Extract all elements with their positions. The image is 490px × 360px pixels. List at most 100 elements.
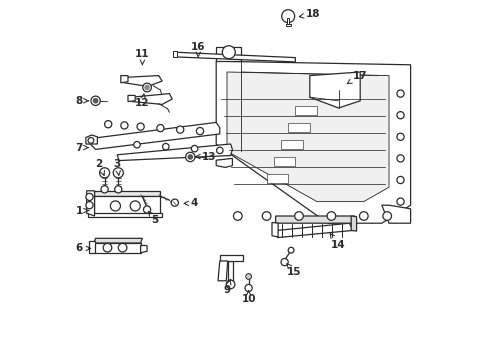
- Circle shape: [88, 138, 94, 143]
- Polygon shape: [175, 52, 295, 62]
- Circle shape: [86, 202, 93, 209]
- Text: 18: 18: [299, 9, 320, 19]
- Circle shape: [233, 212, 242, 220]
- Bar: [286, 24, 291, 26]
- Bar: [287, 18, 289, 25]
- Circle shape: [262, 212, 271, 220]
- Circle shape: [176, 126, 184, 133]
- Polygon shape: [272, 222, 278, 237]
- Polygon shape: [141, 246, 147, 253]
- Circle shape: [103, 243, 112, 252]
- Text: 8: 8: [75, 96, 88, 106]
- Polygon shape: [218, 261, 228, 281]
- Bar: [281, 140, 303, 149]
- Circle shape: [163, 143, 169, 150]
- Circle shape: [288, 247, 294, 253]
- Text: 15: 15: [286, 264, 301, 277]
- Circle shape: [397, 112, 404, 119]
- Text: 14: 14: [330, 234, 346, 250]
- Polygon shape: [216, 47, 242, 61]
- Circle shape: [397, 176, 404, 184]
- Polygon shape: [94, 196, 160, 216]
- Circle shape: [397, 133, 404, 140]
- Circle shape: [192, 145, 198, 152]
- Circle shape: [143, 83, 151, 92]
- Polygon shape: [121, 76, 128, 83]
- Polygon shape: [88, 193, 94, 216]
- Polygon shape: [277, 223, 353, 238]
- Circle shape: [121, 122, 128, 129]
- Text: 12: 12: [135, 94, 149, 108]
- Text: 6: 6: [76, 243, 91, 253]
- Polygon shape: [88, 213, 162, 217]
- Circle shape: [383, 212, 392, 220]
- Circle shape: [115, 186, 122, 193]
- Polygon shape: [216, 61, 411, 223]
- Polygon shape: [227, 72, 389, 202]
- Polygon shape: [94, 191, 160, 196]
- Circle shape: [99, 168, 110, 178]
- Polygon shape: [94, 243, 141, 253]
- Polygon shape: [310, 72, 360, 108]
- Polygon shape: [90, 122, 220, 149]
- Polygon shape: [117, 144, 232, 161]
- Bar: [295, 106, 317, 115]
- Bar: [274, 157, 295, 166]
- Polygon shape: [132, 94, 172, 104]
- Circle shape: [282, 10, 294, 23]
- Bar: [267, 174, 288, 183]
- Text: 4: 4: [184, 198, 198, 208]
- Circle shape: [397, 155, 404, 162]
- Circle shape: [327, 212, 336, 220]
- Text: 11: 11: [135, 49, 149, 65]
- Circle shape: [134, 141, 140, 148]
- Circle shape: [118, 243, 127, 252]
- Text: 7: 7: [75, 143, 88, 153]
- Polygon shape: [220, 255, 243, 261]
- Polygon shape: [90, 241, 95, 253]
- Circle shape: [360, 212, 368, 220]
- Circle shape: [397, 198, 404, 205]
- Polygon shape: [128, 95, 135, 102]
- Circle shape: [101, 186, 108, 193]
- Circle shape: [171, 199, 178, 206]
- Text: 10: 10: [242, 291, 256, 304]
- Circle shape: [222, 46, 235, 59]
- Circle shape: [145, 85, 149, 90]
- Circle shape: [110, 201, 121, 211]
- Polygon shape: [173, 51, 176, 57]
- Circle shape: [245, 284, 252, 292]
- Circle shape: [188, 155, 193, 159]
- Circle shape: [94, 99, 98, 103]
- Circle shape: [137, 123, 144, 130]
- Polygon shape: [275, 216, 355, 223]
- Text: 16: 16: [191, 42, 205, 57]
- Polygon shape: [216, 158, 232, 167]
- Circle shape: [113, 168, 123, 178]
- Polygon shape: [87, 191, 95, 216]
- Text: 1: 1: [76, 206, 89, 216]
- Circle shape: [281, 258, 288, 266]
- Circle shape: [130, 201, 140, 211]
- Circle shape: [245, 274, 251, 279]
- Circle shape: [294, 212, 303, 220]
- Text: 9: 9: [223, 279, 231, 295]
- Circle shape: [144, 206, 151, 213]
- Circle shape: [217, 147, 223, 154]
- Polygon shape: [86, 135, 98, 144]
- Circle shape: [86, 193, 93, 201]
- Circle shape: [157, 125, 164, 132]
- Polygon shape: [351, 216, 357, 231]
- Polygon shape: [124, 76, 162, 86]
- Circle shape: [104, 121, 112, 128]
- Circle shape: [91, 96, 100, 105]
- Circle shape: [196, 127, 204, 135]
- Circle shape: [186, 152, 195, 162]
- Circle shape: [397, 90, 404, 97]
- Polygon shape: [382, 205, 411, 223]
- Text: 3: 3: [114, 159, 121, 175]
- Text: 13: 13: [196, 152, 216, 162]
- Polygon shape: [94, 238, 143, 243]
- Circle shape: [226, 280, 235, 289]
- Text: 2: 2: [96, 159, 104, 175]
